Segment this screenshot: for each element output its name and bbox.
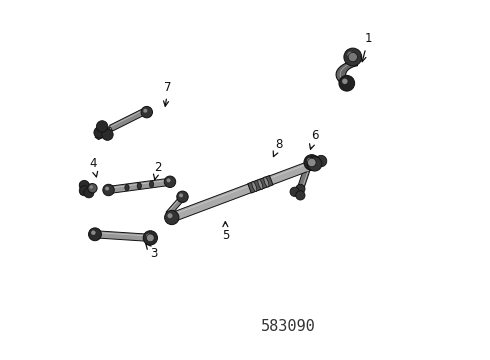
Text: 4: 4 xyxy=(90,157,98,177)
Circle shape xyxy=(141,107,152,118)
Polygon shape xyxy=(110,109,145,131)
Circle shape xyxy=(79,180,89,190)
Circle shape xyxy=(347,52,354,58)
Ellipse shape xyxy=(125,184,129,191)
Circle shape xyxy=(94,127,105,138)
Circle shape xyxy=(339,75,355,91)
Circle shape xyxy=(144,109,147,113)
Text: 7: 7 xyxy=(164,81,172,106)
Circle shape xyxy=(342,78,347,84)
Ellipse shape xyxy=(149,181,154,188)
Ellipse shape xyxy=(264,177,269,187)
Polygon shape xyxy=(166,198,183,216)
Text: 1: 1 xyxy=(361,32,372,62)
Ellipse shape xyxy=(252,181,257,192)
Polygon shape xyxy=(108,178,171,194)
Circle shape xyxy=(344,48,362,66)
Circle shape xyxy=(348,53,358,62)
Circle shape xyxy=(103,184,114,196)
Circle shape xyxy=(167,178,171,183)
Text: 5: 5 xyxy=(221,222,229,242)
Circle shape xyxy=(89,228,101,241)
Circle shape xyxy=(88,184,97,193)
Text: 8: 8 xyxy=(273,138,283,157)
Text: 2: 2 xyxy=(153,161,161,180)
Circle shape xyxy=(146,234,151,239)
Circle shape xyxy=(105,186,109,190)
Polygon shape xyxy=(80,183,93,194)
Ellipse shape xyxy=(137,183,142,189)
Circle shape xyxy=(168,213,172,218)
Circle shape xyxy=(308,157,322,171)
Circle shape xyxy=(290,187,299,197)
Polygon shape xyxy=(95,126,111,140)
Polygon shape xyxy=(248,176,273,193)
Circle shape xyxy=(164,176,176,188)
Circle shape xyxy=(143,231,157,245)
Circle shape xyxy=(102,129,113,140)
Polygon shape xyxy=(336,60,358,85)
Polygon shape xyxy=(170,159,316,222)
Circle shape xyxy=(304,155,319,170)
Text: 6: 6 xyxy=(310,129,318,149)
Circle shape xyxy=(179,193,183,197)
Circle shape xyxy=(296,184,305,194)
Text: 3: 3 xyxy=(146,243,158,260)
Circle shape xyxy=(308,158,316,167)
Circle shape xyxy=(310,159,316,165)
Ellipse shape xyxy=(258,179,263,189)
Circle shape xyxy=(296,191,305,200)
Polygon shape xyxy=(95,231,150,242)
Circle shape xyxy=(307,158,313,163)
Circle shape xyxy=(177,191,188,203)
Circle shape xyxy=(97,121,108,132)
Text: 583090: 583090 xyxy=(261,319,315,334)
Circle shape xyxy=(165,210,179,225)
Circle shape xyxy=(84,188,94,198)
Circle shape xyxy=(90,185,93,189)
Polygon shape xyxy=(297,166,311,190)
Circle shape xyxy=(91,230,96,235)
Circle shape xyxy=(316,156,327,167)
Circle shape xyxy=(79,186,89,196)
Circle shape xyxy=(147,234,154,242)
